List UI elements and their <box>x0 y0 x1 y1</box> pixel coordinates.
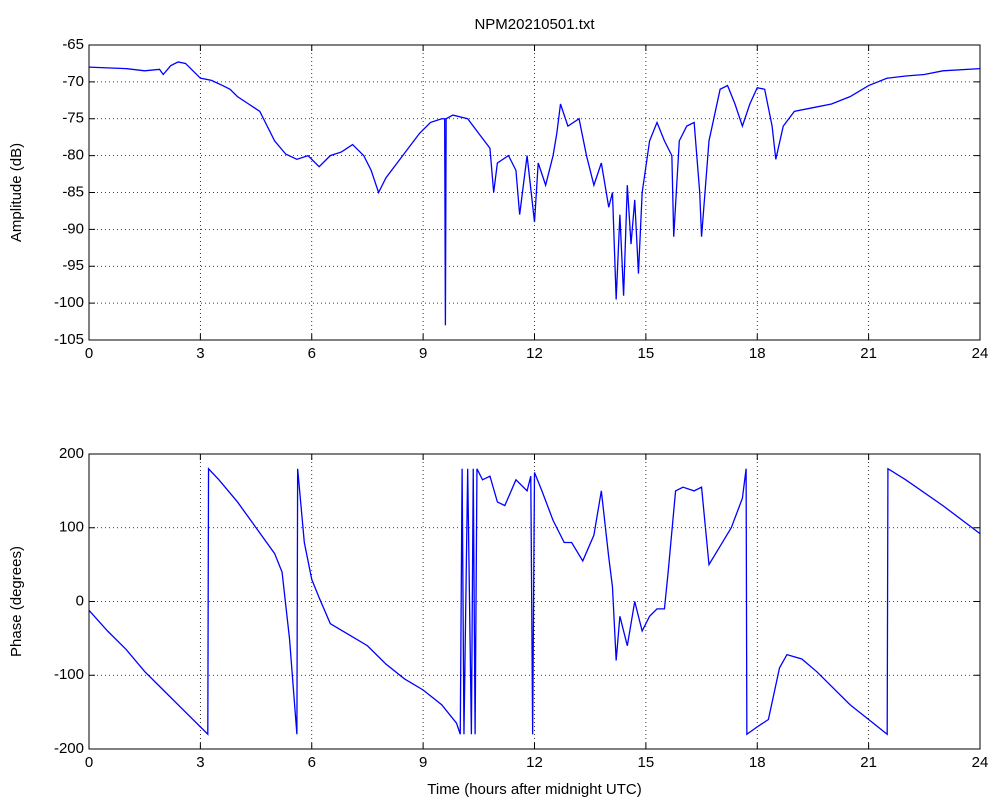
x-tick-label: 6 <box>308 345 316 362</box>
y-tick-label: 0 <box>76 592 84 609</box>
y-axis-label: Phase (degrees) <box>8 546 25 657</box>
x-tick-label: 0 <box>85 345 93 362</box>
x-tick-label: 6 <box>308 754 316 771</box>
y-tick-label: -100 <box>54 294 84 311</box>
x-tick-label: 21 <box>860 345 877 362</box>
y-tick-label: -100 <box>54 666 84 683</box>
x-tick-label: 3 <box>196 754 204 771</box>
y-tick-label: -75 <box>62 110 84 127</box>
y-tick-label: -200 <box>54 740 84 757</box>
x-tick-label: 18 <box>749 345 766 362</box>
x-tick-label: 9 <box>419 345 427 362</box>
y-tick-label: -70 <box>62 73 84 90</box>
x-tick-label: 18 <box>749 754 766 771</box>
y-tick-label: -105 <box>54 331 84 348</box>
y-tick-label: 100 <box>59 519 84 536</box>
x-axis-label: Time (hours after midnight UTC) <box>427 781 642 798</box>
y-tick-label: 200 <box>59 445 84 462</box>
y-tick-label: -85 <box>62 183 84 200</box>
x-tick-label: 0 <box>85 754 93 771</box>
y-axis-label: Amplitude (dB) <box>8 143 25 242</box>
y-tick-label: -65 <box>62 36 84 53</box>
x-tick-label: 21 <box>860 754 877 771</box>
y-tick-label: -80 <box>62 147 84 164</box>
x-tick-label: 15 <box>638 345 655 362</box>
y-tick-label: -95 <box>62 257 84 274</box>
data-line <box>88 467 981 736</box>
x-tick-label: 3 <box>196 345 204 362</box>
data-line <box>88 61 981 326</box>
x-tick-label: 12 <box>526 345 543 362</box>
plot-frame <box>88 44 981 341</box>
x-tick-label: 12 <box>526 754 543 771</box>
x-tick-label: 9 <box>419 754 427 771</box>
chart-title: NPM20210501.txt <box>474 16 595 33</box>
y-tick-label: -90 <box>62 220 84 237</box>
x-tick-label: 24 <box>972 345 989 362</box>
x-tick-label: 24 <box>972 754 989 771</box>
plot-frame <box>88 453 981 750</box>
x-tick-label: 15 <box>638 754 655 771</box>
